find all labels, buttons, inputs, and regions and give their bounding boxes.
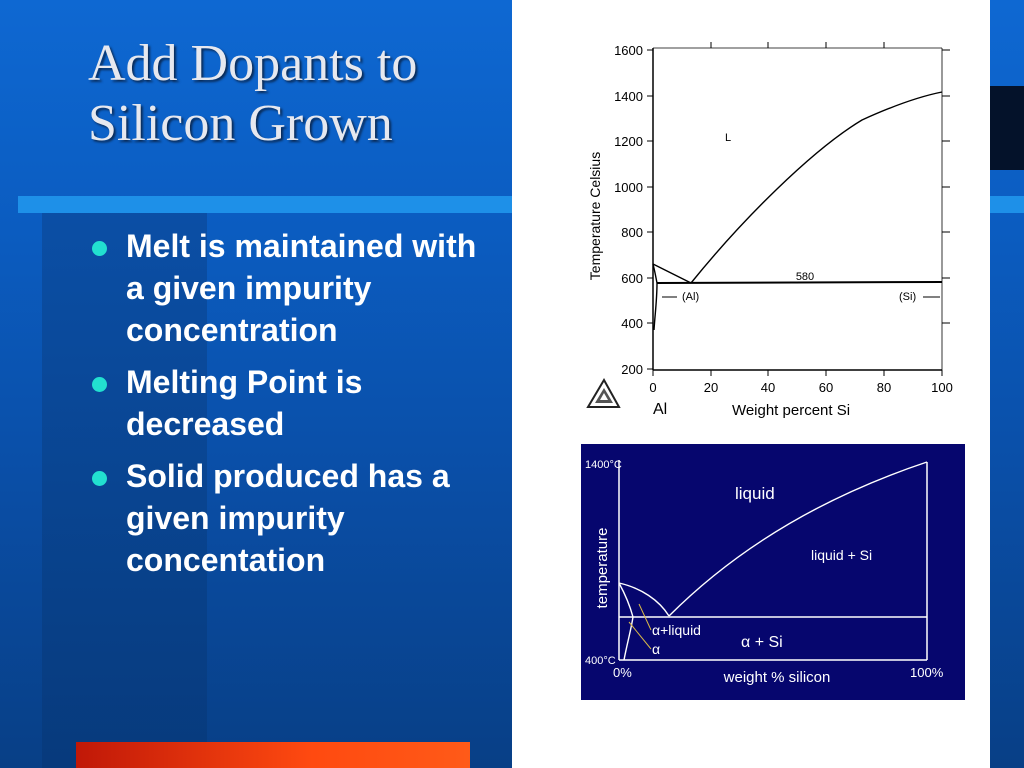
y-axis-label: Temperature Celsius xyxy=(587,152,603,280)
schematic-phase-diagram-panel: 1400°C 400°C 0% 100% temperature weight … xyxy=(581,444,965,700)
y-tick-label: 800 xyxy=(621,225,643,240)
si-liquidus-curve xyxy=(690,91,943,284)
bullet-text: Melting Point is decreased xyxy=(126,364,363,442)
dark-block-right xyxy=(990,86,1024,170)
y-tick-label: 1000 xyxy=(614,180,643,195)
element-al-label: Al xyxy=(653,401,667,418)
bullet-dot-icon xyxy=(92,377,107,392)
region-alpha-si-label: α + Si xyxy=(741,634,783,651)
bullet-dot-icon xyxy=(92,471,107,486)
bullet-dot-icon xyxy=(92,241,107,256)
region-alpha-liquid-label: α+liquid xyxy=(652,622,701,638)
x-tick-label: 60 xyxy=(819,380,833,395)
x-tick-label: 100 xyxy=(931,380,953,395)
al-solvus-curve xyxy=(652,263,658,331)
x-axis-label: Weight percent Si xyxy=(732,402,850,419)
y-tick-label: 600 xyxy=(621,271,643,286)
bullet-text: Solid produced has a given impurity conc… xyxy=(126,458,450,578)
eutectic-line xyxy=(656,281,943,284)
alpha-pointer xyxy=(628,621,652,650)
x-left-tick-label: 0% xyxy=(613,665,632,680)
bullet-item: Melting Point is decreased xyxy=(88,361,488,445)
bullet-item: Solid produced has a given impurity conc… xyxy=(88,455,488,581)
x-tick-label: 20 xyxy=(704,380,718,395)
x-tick-label: 80 xyxy=(877,380,891,395)
region-liquid-label: L xyxy=(725,132,731,144)
title-line-1: Add Dopants to xyxy=(88,35,418,92)
schematic-phase-diagram: 1400°C 400°C 0% 100% temperature weight … xyxy=(585,459,944,686)
y-bottom-tick-label: 400°C xyxy=(585,655,616,667)
x-ticks: 0 20 40 60 80 100 xyxy=(649,42,953,395)
bullet-text: Melt is maintained with a given impurity… xyxy=(126,228,477,348)
region-liquid-label: liquid xyxy=(735,484,775,503)
x-tick-label: 0 xyxy=(649,380,656,395)
title-line-2: Silicon Grown xyxy=(88,95,393,152)
region-al-label: (Al) xyxy=(682,291,699,303)
region-si-label: (Si) xyxy=(899,291,916,303)
y-tick-label: 400 xyxy=(621,316,643,331)
y-tick-label: 1600 xyxy=(614,43,643,58)
al-si-phase-diagram: 1600 1400 1200 1000 800 600 400 200 0 xyxy=(586,42,953,419)
al-liquidus-curve xyxy=(652,263,692,284)
orange-bar xyxy=(76,742,470,768)
y-axis-label: temperature xyxy=(594,528,611,609)
si-liquidus-curve xyxy=(668,461,928,617)
x-right-tick-label: 100% xyxy=(910,665,944,680)
alpha-liquidus-curve xyxy=(618,582,670,617)
y-tick-label: 1200 xyxy=(614,134,643,149)
slide-title: Add Dopants to Silicon Grown xyxy=(88,34,508,154)
bullet-list: Melt is maintained with a given impurity… xyxy=(88,225,488,591)
y-tick-label: 200 xyxy=(621,362,643,377)
eutectic-temperature-label: 580 xyxy=(796,271,814,283)
x-axis-label: weight % silicon xyxy=(723,669,831,686)
bullet-item: Melt is maintained with a given impurity… xyxy=(88,225,488,351)
y-ticks: 1600 1400 1200 1000 800 600 400 200 xyxy=(614,43,950,377)
x-tick-label: 40 xyxy=(761,380,775,395)
region-alpha-label: α xyxy=(652,641,660,657)
y-top-tick-label: 1400°C xyxy=(585,459,622,471)
alpha-solvus-curve xyxy=(618,582,634,661)
y-tick-label: 1400 xyxy=(614,89,643,104)
dark-block-left xyxy=(42,205,207,768)
alpha-liquid-pointer xyxy=(638,603,652,631)
triangle-logo-icon xyxy=(586,377,621,408)
region-liquid-si-label: liquid + Si xyxy=(811,547,872,563)
